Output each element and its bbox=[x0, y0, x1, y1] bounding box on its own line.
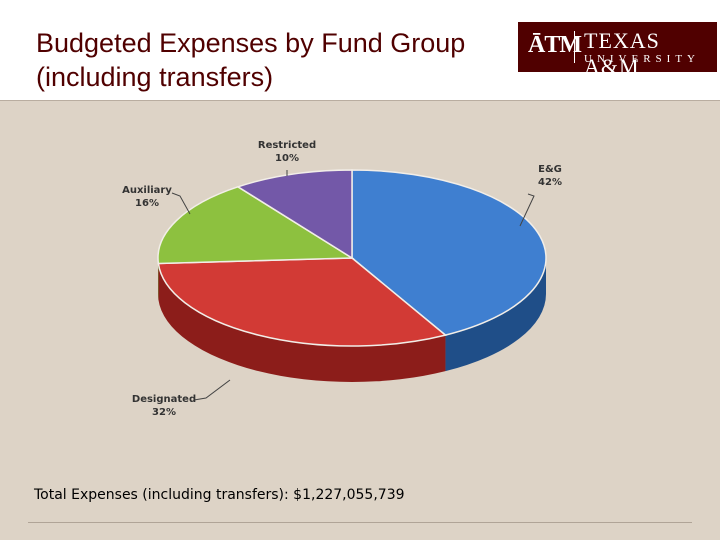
footer-divider bbox=[28, 522, 692, 523]
slice-label-restricted: Restricted bbox=[258, 140, 316, 151]
pie-slice-restricted bbox=[236, 169, 353, 260]
pie-side-walls bbox=[158, 258, 546, 382]
total-expenses-text: Total Expenses (including transfers): $1… bbox=[34, 487, 405, 503]
slice-label-auxiliary: Auxiliary bbox=[122, 185, 172, 196]
leader-line-designated bbox=[193, 379, 231, 401]
pie-side-designated bbox=[158, 263, 446, 382]
leader-line-auxiliary bbox=[171, 192, 191, 215]
pie-slice-designated bbox=[157, 257, 448, 347]
logo-name: TEXAS A&M bbox=[584, 28, 660, 79]
pie-slice-auxiliary bbox=[157, 185, 355, 265]
pie-side-e-g bbox=[445, 258, 546, 372]
leader-line-e-g bbox=[519, 193, 535, 227]
logo-subtitle: UNIVERSITY bbox=[584, 53, 700, 65]
logo-divider bbox=[574, 31, 575, 63]
slice-label-designated: Designated bbox=[132, 394, 196, 405]
atm-logo-icon: ĀTM bbox=[528, 32, 582, 58]
slice-percent-auxiliary: 16% bbox=[135, 198, 159, 209]
slice-percent-restricted: 10% bbox=[275, 153, 299, 164]
slice-label-e-g: E&G bbox=[538, 164, 562, 175]
slide-header: Budgeted Expenses by Fund Group (includi… bbox=[0, 0, 720, 101]
page-title: Budgeted Expenses by Fund Group (includi… bbox=[36, 28, 466, 92]
slice-percent-designated: 32% bbox=[152, 407, 176, 418]
slice-percent-e-g: 42% bbox=[538, 177, 562, 188]
pie-slices bbox=[157, 169, 547, 347]
university-logo: ĀTM TEXAS A&M UNIVERSITY bbox=[518, 22, 717, 79]
pie-slice-e-g bbox=[351, 169, 547, 336]
